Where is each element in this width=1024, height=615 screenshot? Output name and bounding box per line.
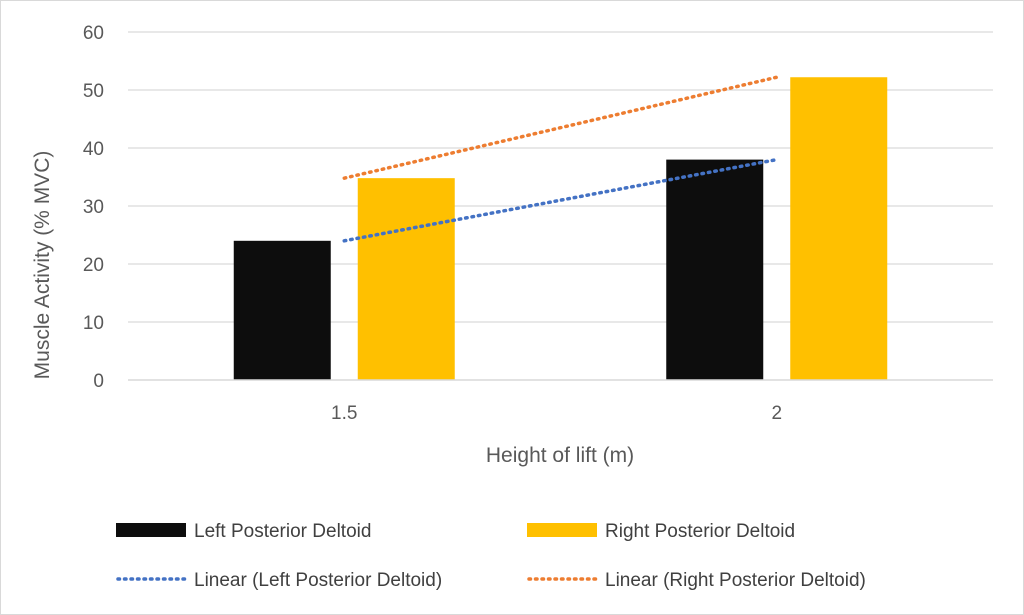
bar: [666, 159, 764, 380]
y-tick-label: 10: [83, 313, 104, 334]
x-axis-ticks: 1.5 2: [331, 403, 782, 424]
legend-label: Right Posterior Deltoid: [605, 521, 795, 542]
y-tick-label: 40: [83, 139, 104, 160]
y-tick-label: 0: [93, 371, 104, 392]
bar: [790, 77, 888, 381]
trendlines: [342, 75, 779, 243]
y-tick-label: 20: [83, 255, 104, 276]
x-tick-label: 1.5: [331, 403, 357, 424]
bar: [233, 240, 331, 380]
y-axis-title: Muscle Activity (% MVC): [31, 151, 54, 380]
legend-label: Left Posterior Deltoid: [194, 521, 371, 542]
y-tick-label: 30: [83, 197, 104, 218]
legend-swatch: [116, 523, 186, 537]
y-tick-label: 60: [83, 23, 104, 44]
legend: Left Posterior Deltoid Right Posterior De…: [116, 521, 866, 591]
y-axis-ticks: 0 10 20 30 40 50 60: [83, 23, 104, 392]
y-tick-label: 50: [83, 81, 104, 102]
x-tick-label: 2: [771, 403, 782, 424]
bar: [357, 178, 455, 380]
legend-swatch: [527, 523, 597, 537]
trendline: [342, 157, 779, 243]
trendline: [342, 75, 779, 180]
x-axis-title: Height of lift (m): [486, 444, 634, 467]
legend-label: Linear (Right Posterior Deltoid): [605, 570, 866, 591]
bars: [233, 77, 888, 381]
legend-label: Linear (Left Posterior Deltoid): [194, 570, 442, 591]
